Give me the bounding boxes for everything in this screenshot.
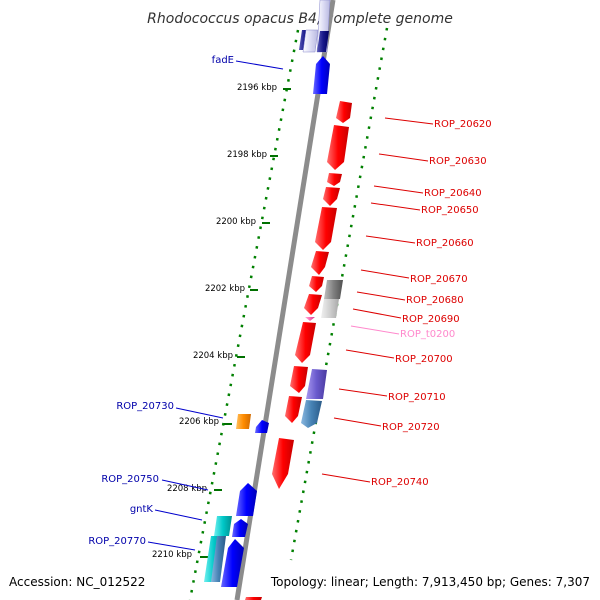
- gene-label[interactable]: gntK: [130, 504, 154, 515]
- left-feature-track: [188, 29, 300, 600]
- gene-label[interactable]: ROP_20770: [88, 536, 146, 547]
- gene-arrow[interactable]: [327, 125, 349, 170]
- gene-arrow[interactable]: [272, 438, 294, 489]
- gene-label[interactable]: ROP_20690: [402, 314, 460, 325]
- trna-label[interactable]: ROP_t0200: [400, 329, 455, 340]
- gene-arrow[interactable]: [285, 396, 302, 423]
- left-gene-labels: fadE ROP_20730 ROP_20750 gntK ROP_20770: [88, 55, 234, 547]
- tick-label: 2210 kbp: [152, 550, 192, 560]
- gene-label[interactable]: ROP_20660: [416, 238, 474, 249]
- gene-arrow[interactable]: [327, 173, 342, 186]
- tick-label: 2202 kbp: [205, 284, 245, 294]
- gene-label[interactable]: fadE: [212, 55, 234, 66]
- left-strand-genes: [204, 0, 331, 587]
- gene-arrow[interactable]: [313, 56, 330, 94]
- gene-arrow[interactable]: [336, 101, 352, 123]
- genome-summary-text: Topology: linear; Length: 7,913,450 bp; …: [270, 575, 590, 589]
- gene-arrow[interactable]: [309, 276, 324, 292]
- trna-marker[interactable]: [305, 317, 315, 321]
- gene-label[interactable]: ROP_20640: [424, 188, 482, 199]
- gene-arrow[interactable]: [302, 29, 319, 53]
- tick-label: 2196 kbp: [237, 83, 277, 93]
- tick-label: 2198 kbp: [227, 150, 267, 160]
- gene-label[interactable]: ROP_20710: [388, 392, 446, 403]
- tick-labels: 2196 kbp 2198 kbp 2200 kbp 2202 kbp 2204…: [152, 83, 277, 560]
- gene-arrow[interactable]: [321, 299, 339, 318]
- tick-label: 2206 kbp: [179, 417, 219, 427]
- accession-text: Accession: NC_012522: [9, 575, 145, 589]
- gene-arrow[interactable]: [301, 400, 322, 428]
- gene-arrow[interactable]: [236, 483, 257, 516]
- gene-label[interactable]: ROP_20750: [101, 474, 159, 485]
- gene-arrow[interactable]: [290, 366, 308, 393]
- gene-arrow[interactable]: [306, 369, 327, 399]
- gene-label[interactable]: ROP_20650: [421, 205, 479, 216]
- gene-arrow[interactable]: [317, 31, 329, 52]
- left-label-leaders: [147, 60, 284, 551]
- right-strand-genes: [245, 101, 352, 600]
- gene-arrow[interactable]: [255, 420, 269, 433]
- gene-label[interactable]: ROP_20620: [434, 119, 492, 130]
- trna-label-leader: [350, 325, 400, 335]
- gene-arrow[interactable]: [211, 536, 226, 582]
- gene-label[interactable]: ROP_20680: [406, 295, 464, 306]
- gene-arrow[interactable]: [311, 251, 329, 275]
- gene-label[interactable]: ROP_20720: [382, 422, 440, 433]
- gene-arrow[interactable]: [324, 280, 343, 299]
- right-gene-labels: ROP_20620 ROP_20630 ROP_20640 ROP_20650 …: [371, 119, 492, 488]
- tick-label: 2200 kbp: [216, 217, 256, 227]
- tick-label: 2208 kbp: [167, 484, 207, 494]
- gene-label[interactable]: ROP_20670: [410, 274, 468, 285]
- tick-label: 2204 kbp: [193, 351, 233, 361]
- gene-label[interactable]: ROP_20740: [371, 477, 429, 488]
- gene-arrow[interactable]: [295, 322, 316, 363]
- gene-arrow[interactable]: [315, 207, 337, 250]
- gene-label[interactable]: ROP_20700: [395, 354, 453, 365]
- gene-label[interactable]: ROP_20730: [116, 401, 174, 412]
- gene-arrow[interactable]: [236, 414, 251, 429]
- gene-arrow[interactable]: [214, 516, 232, 536]
- gene-arrow[interactable]: [304, 294, 322, 315]
- backbone-tick-marks: [200, 88, 291, 558]
- gene-arrow[interactable]: [232, 519, 248, 537]
- map-title: Rhodococcus opacus B4, complete genome: [147, 11, 453, 27]
- gene-arrow[interactable]: [221, 539, 244, 587]
- gene-arrow[interactable]: [323, 187, 340, 206]
- right-label-leaders: [321, 117, 434, 483]
- gene-arrow[interactable]: [245, 597, 262, 600]
- gene-label[interactable]: ROP_20630: [429, 156, 487, 167]
